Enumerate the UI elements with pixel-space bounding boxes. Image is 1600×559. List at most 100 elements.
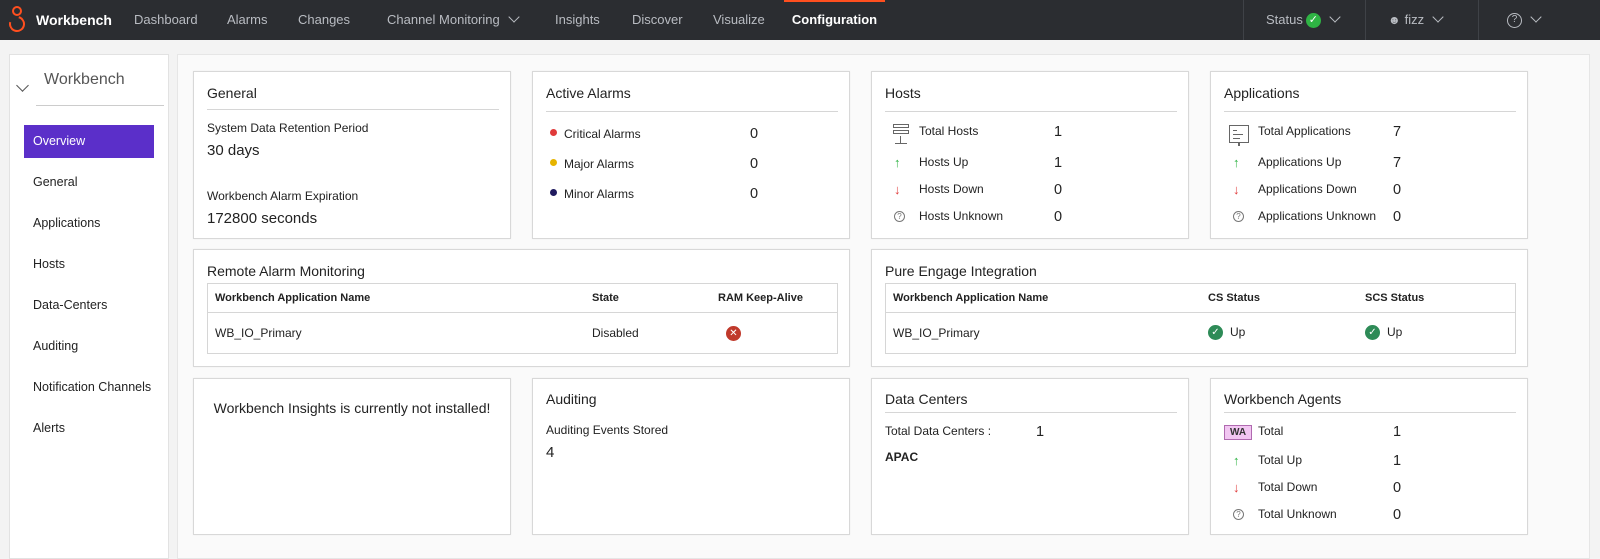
card-title: Auditing: [546, 391, 597, 407]
applications-unknown-count[interactable]: 0: [1393, 209, 1402, 225]
sidebar-item-hosts[interactable]: Hosts: [33, 257, 65, 271]
column-header[interactable]: CS Status: [1201, 284, 1358, 313]
nav-divider: [1478, 0, 1479, 40]
divider: [1224, 111, 1516, 112]
hosts-down-count[interactable]: 0: [1054, 182, 1063, 198]
sidebar: Workbench Overview General Applications …: [9, 54, 169, 559]
arrow-up-icon: ↑: [1233, 155, 1240, 170]
total-applications-label[interactable]: Total Applications: [1258, 124, 1351, 138]
nav-visualize[interactable]: Visualize: [713, 12, 765, 27]
total-applications-count[interactable]: 7: [1393, 124, 1402, 140]
major-alarms-label[interactable]: Major Alarms: [564, 157, 635, 171]
hosts-card: Hosts Total Hosts 1 ↑ Hosts Up 1 ↓ Hosts…: [871, 71, 1189, 239]
sidebar-item-auditing[interactable]: Auditing: [33, 339, 79, 353]
nav-dashboard[interactable]: Dashboard: [134, 12, 198, 27]
status-menu[interactable]: Status ✓: [1266, 0, 1341, 40]
applications-up-count[interactable]: 7: [1393, 155, 1402, 171]
arrow-down-icon: ↓: [894, 182, 901, 197]
total-agents-count[interactable]: 1: [1393, 424, 1402, 440]
card-title: Applications: [1224, 85, 1300, 101]
scs-status-text: Up: [1387, 325, 1403, 340]
hosts-up-count[interactable]: 1: [1054, 155, 1063, 171]
total-hosts-count[interactable]: 1: [1054, 124, 1063, 140]
sidebar-item-applications[interactable]: Applications: [33, 216, 101, 230]
card-title: Hosts: [885, 85, 921, 101]
question-icon: ?: [894, 211, 905, 222]
table-row[interactable]: WB_IO_Primary ✓ Up ✓ Up: [886, 312, 1515, 353]
critical-alarms-label[interactable]: Critical Alarms: [564, 127, 641, 141]
remote-alarm-table-frame: Workbench Application Name State RAM Kee…: [207, 283, 838, 354]
chevron-down-icon: [1329, 11, 1341, 23]
applications-down-label[interactable]: Applications Down: [1258, 182, 1357, 196]
applications-up-label[interactable]: Applications Up: [1258, 155, 1342, 169]
nav-channel-monitoring[interactable]: Channel Monitoring: [387, 0, 520, 40]
pure-engage-table: Workbench Application Name CS Status SCS…: [886, 284, 1515, 353]
total-hosts-label[interactable]: Total Hosts: [919, 124, 979, 138]
nav-insights[interactable]: Insights: [555, 12, 600, 27]
brand[interactable]: Workbench: [0, 0, 132, 40]
help-icon: ?: [1507, 13, 1522, 29]
total-agents-label[interactable]: Total: [1258, 424, 1284, 438]
agents-up-count[interactable]: 1: [1393, 453, 1402, 469]
nav-changes[interactable]: Changes: [298, 12, 351, 27]
chevron-down-icon[interactable]: [16, 79, 29, 92]
application-icon: [1229, 125, 1249, 146]
chevron-down-icon: [508, 11, 520, 23]
agents-unknown-label[interactable]: Total Unknown: [1258, 507, 1337, 521]
total-data-centers-count[interactable]: 1: [1036, 424, 1045, 440]
total-data-centers-label: Total Data Centers :: [885, 424, 992, 438]
nav-discover[interactable]: Discover: [632, 12, 683, 27]
sidebar-item-alerts[interactable]: Alerts: [33, 421, 65, 435]
hosts-unknown-label[interactable]: Hosts Unknown: [919, 209, 1004, 223]
agents-down-count[interactable]: 0: [1393, 480, 1402, 496]
brand-name: Workbench: [36, 12, 112, 28]
sidebar-item-general[interactable]: General: [33, 175, 78, 189]
user-menu[interactable]: ☻ fizz: [1388, 0, 1444, 40]
expiration-label: Workbench Alarm Expiration: [207, 189, 359, 203]
hosts-down-label[interactable]: Hosts Down: [919, 182, 984, 196]
nav-alarms[interactable]: Alarms: [227, 12, 268, 27]
applications-unknown-label[interactable]: Applications Unknown: [1258, 209, 1377, 223]
auditing-events-count[interactable]: 4: [546, 444, 555, 461]
column-header[interactable]: Workbench Application Name: [208, 284, 585, 313]
data-center-name[interactable]: APAC: [885, 450, 919, 464]
critical-alarms-count[interactable]: 0: [750, 126, 759, 142]
sidebar-title: Workbench: [44, 71, 125, 88]
card-title: Workbench Agents: [1224, 391, 1342, 407]
sidebar-item-overview[interactable]: Overview: [24, 125, 154, 158]
top-navigation-bar: Workbench Dashboard Alarms Changes Chann…: [0, 0, 1600, 40]
check-circle-icon: ✓: [1208, 325, 1223, 341]
insights-not-installed-message: Workbench Insights is currently not inst…: [213, 400, 491, 416]
agents-down-label[interactable]: Total Down: [1258, 480, 1318, 494]
help-menu[interactable]: ?: [1507, 0, 1542, 40]
app-name-cell: WB_IO_Primary: [215, 325, 302, 340]
check-circle-icon: ✓: [1365, 325, 1380, 341]
nav-configuration[interactable]: Configuration: [784, 0, 885, 40]
remote-alarm-monitoring-card: Remote Alarm Monitoring Workbench Applic…: [193, 249, 850, 367]
agents-unknown-count[interactable]: 0: [1393, 507, 1402, 523]
sidebar-item-data-centers[interactable]: Data-Centers: [33, 298, 108, 312]
keepalive-cell: ✕: [711, 312, 837, 353]
nav-channel-monitoring-label: Channel Monitoring: [387, 12, 500, 27]
minor-alarms-count[interactable]: 0: [750, 186, 759, 202]
agents-up-label[interactable]: Total Up: [1258, 453, 1303, 467]
hosts-up-label[interactable]: Hosts Up: [919, 155, 969, 169]
arrow-up-icon: ↑: [1233, 453, 1240, 468]
sidebar-item-notification-channels[interactable]: Notification Channels: [33, 380, 152, 394]
nav-divider: [1243, 0, 1244, 40]
column-header[interactable]: State: [585, 284, 711, 313]
major-alarms-count[interactable]: 0: [750, 156, 759, 172]
applications-down-count[interactable]: 0: [1393, 182, 1402, 198]
data-centers-card: Data Centers Total Data Centers : 1 APAC: [871, 378, 1189, 535]
genesys-logo-icon: [6, 6, 28, 35]
nav-divider: [1365, 0, 1366, 40]
column-header[interactable]: RAM Keep-Alive: [711, 284, 837, 313]
minor-alarms-label[interactable]: Minor Alarms: [564, 187, 635, 201]
column-header[interactable]: SCS Status: [1358, 284, 1515, 313]
app-name-cell: WB_IO_Primary: [893, 325, 980, 340]
column-header[interactable]: Workbench Application Name: [886, 284, 1201, 313]
table-row[interactable]: WB_IO_Primary Disabled ✕: [208, 312, 837, 353]
card-title: General: [207, 85, 257, 101]
hosts-unknown-count[interactable]: 0: [1054, 209, 1063, 225]
retention-label: System Data Retention Period: [207, 121, 369, 135]
